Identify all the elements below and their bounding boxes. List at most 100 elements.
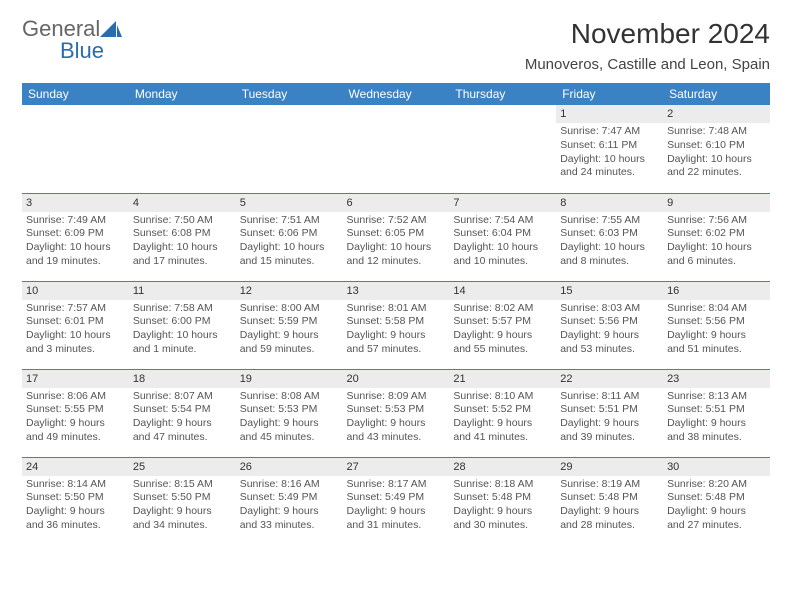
daylight-line: Daylight: 9 hours <box>26 417 125 431</box>
calendar-day-cell: 30 Sunrise: 8:20 AMSunset: 5:48 PMDayligh… <box>663 457 770 545</box>
day-number: 28 <box>449 458 556 476</box>
sunset-line: Sunset: 6:04 PM <box>453 227 552 241</box>
daylight-line: Daylight: 9 hours <box>453 417 552 431</box>
daylight-line: and 53 minutes. <box>560 343 659 357</box>
sunset-line: Sunset: 6:01 PM <box>26 315 125 329</box>
day-details: Sunrise: 8:04 AMSunset: 5:56 PMDaylight:… <box>663 302 770 361</box>
day-details: Sunrise: 7:49 AMSunset: 6:09 PMDaylight:… <box>22 214 129 273</box>
daylight-line: Daylight: 10 hours <box>347 241 446 255</box>
empty-day <box>22 105 129 123</box>
day-details: Sunrise: 8:07 AMSunset: 5:54 PMDaylight:… <box>129 390 236 449</box>
calendar-day-cell: 10Sunrise: 7:57 AMSunset: 6:01 PMDayligh… <box>22 281 129 369</box>
day-number: 17 <box>22 370 129 388</box>
day-number: 4 <box>129 194 236 212</box>
calendar-table: SundayMondayTuesdayWednesdayThursdayFrid… <box>22 83 770 545</box>
day-details: Sunrise: 7:47 AMSunset: 6:11 PMDaylight:… <box>556 125 663 184</box>
sunset-line: Sunset: 5:56 PM <box>560 315 659 329</box>
calendar-day-cell: 21 Sunrise: 8:10 AMSunset: 5:52 PMDayligh… <box>449 369 556 457</box>
day-details: Sunrise: 8:09 AMSunset: 5:53 PMDaylight:… <box>343 390 450 449</box>
daylight-line: Daylight: 9 hours <box>26 505 125 519</box>
sunrise-line: Sunrise: 8:10 AM <box>453 390 552 404</box>
day-number: 16 <box>663 282 770 300</box>
daylight-line: and 27 minutes. <box>667 519 766 533</box>
daylight-line: and 51 minutes. <box>667 343 766 357</box>
daylight-line: Daylight: 10 hours <box>26 241 125 255</box>
calendar-day-cell: 20Sunrise: 8:09 AMSunset: 5:53 PMDayligh… <box>343 369 450 457</box>
sunset-line: Sunset: 5:55 PM <box>26 403 125 417</box>
daylight-line: Daylight: 10 hours <box>453 241 552 255</box>
daylight-line: and 43 minutes. <box>347 431 446 445</box>
day-number: 13 <box>343 282 450 300</box>
day-details: Sunrise: 8:03 AMSunset: 5:56 PMDaylight:… <box>556 302 663 361</box>
day-details: Sunrise: 8:02 AMSunset: 5:57 PMDaylight:… <box>449 302 556 361</box>
calendar-day-cell: 23Sunrise: 8:13 AMSunset: 5:51 PMDayligh… <box>663 369 770 457</box>
brand-logo: General Blue <box>22 18 122 62</box>
day-number: 25 <box>129 458 236 476</box>
day-details: Sunrise: 8:20 AMSunset: 5:48 PMDaylight:… <box>663 478 770 537</box>
calendar-day-cell <box>22 105 129 193</box>
sunrise-line: Sunrise: 8:20 AM <box>667 478 766 492</box>
sunrise-line: Sunrise: 8:00 AM <box>240 302 339 316</box>
daylight-line: Daylight: 9 hours <box>560 329 659 343</box>
day-details: Sunrise: 8:14 AMSunset: 5:50 PMDaylight:… <box>22 478 129 537</box>
sunset-line: Sunset: 5:56 PM <box>667 315 766 329</box>
daylight-line: Daylight: 9 hours <box>240 505 339 519</box>
calendar-week-row: 24 Sunrise: 8:14 AMSunset: 5:50 PMDayligh… <box>22 457 770 545</box>
empty-day <box>129 105 236 123</box>
day-details: Sunrise: 8:08 AMSunset: 5:53 PMDaylight:… <box>236 390 343 449</box>
calendar-week-row: 3Sunrise: 7:49 AMSunset: 6:09 PMDaylight… <box>22 193 770 281</box>
day-details: Sunrise: 8:10 AMSunset: 5:52 PMDaylight:… <box>449 390 556 449</box>
day-number: 2 <box>663 105 770 123</box>
sunrise-line: Sunrise: 7:48 AM <box>667 125 766 139</box>
empty-day <box>236 105 343 123</box>
sunset-line: Sunset: 5:58 PM <box>347 315 446 329</box>
brand-text: General Blue <box>22 18 122 62</box>
sunset-line: Sunset: 6:02 PM <box>667 227 766 241</box>
sunset-line: Sunset: 5:49 PM <box>347 491 446 505</box>
day-number: 7 <box>449 194 556 212</box>
daylight-line: and 49 minutes. <box>26 431 125 445</box>
daylight-line: Daylight: 9 hours <box>133 505 232 519</box>
day-number: 26 <box>236 458 343 476</box>
daylight-line: Daylight: 9 hours <box>240 329 339 343</box>
sunrise-line: Sunrise: 7:56 AM <box>667 214 766 228</box>
calendar-day-cell: 12Sunrise: 8:00 AMSunset: 5:59 PMDayligh… <box>236 281 343 369</box>
day-details: Sunrise: 8:15 AMSunset: 5:50 PMDaylight:… <box>129 478 236 537</box>
calendar-day-cell: 18 Sunrise: 8:07 AMSunset: 5:54 PMDayligh… <box>129 369 236 457</box>
day-details: Sunrise: 8:17 AMSunset: 5:49 PMDaylight:… <box>343 478 450 537</box>
calendar-day-cell: 26Sunrise: 8:16 AMSunset: 5:49 PMDayligh… <box>236 457 343 545</box>
day-number: 9 <box>663 194 770 212</box>
daylight-line: Daylight: 9 hours <box>453 505 552 519</box>
daylight-line: Daylight: 9 hours <box>667 329 766 343</box>
day-number: 8 <box>556 194 663 212</box>
day-number: 24 <box>22 458 129 476</box>
calendar-day-cell: 9 Sunrise: 7:56 AMSunset: 6:02 PMDaylight… <box>663 193 770 281</box>
day-number: 30 <box>663 458 770 476</box>
header-bar: General Blue November 2024 Munoveros, Ca… <box>22 18 770 73</box>
calendar-day-cell: 28Sunrise: 8:18 AMSunset: 5:48 PMDayligh… <box>449 457 556 545</box>
day-details: Sunrise: 7:52 AMSunset: 6:05 PMDaylight:… <box>343 214 450 273</box>
day-details: Sunrise: 8:13 AMSunset: 5:51 PMDaylight:… <box>663 390 770 449</box>
calendar-day-cell: 19Sunrise: 8:08 AMSunset: 5:53 PMDayligh… <box>236 369 343 457</box>
day-number: 1 <box>556 105 663 123</box>
brand-blue: Blue <box>60 38 104 63</box>
daylight-line: and 47 minutes. <box>133 431 232 445</box>
daylight-line: and 24 minutes. <box>560 166 659 180</box>
day-number: 15 <box>556 282 663 300</box>
day-number: 21 <box>449 370 556 388</box>
daylight-line: and 33 minutes. <box>240 519 339 533</box>
daylight-line: and 57 minutes. <box>347 343 446 357</box>
sunrise-line: Sunrise: 8:09 AM <box>347 390 446 404</box>
calendar-day-cell: 29Sunrise: 8:19 AMSunset: 5:48 PMDayligh… <box>556 457 663 545</box>
title-block: November 2024 Munoveros, Castille and Le… <box>525 18 770 73</box>
sunrise-line: Sunrise: 8:07 AM <box>133 390 232 404</box>
daylight-line: Daylight: 9 hours <box>240 417 339 431</box>
daylight-line: and 41 minutes. <box>453 431 552 445</box>
day-details: Sunrise: 8:00 AMSunset: 5:59 PMDaylight:… <box>236 302 343 361</box>
calendar-day-cell <box>343 105 450 193</box>
day-details: Sunrise: 7:56 AMSunset: 6:02 PMDaylight:… <box>663 214 770 273</box>
day-number: 18 <box>129 370 236 388</box>
calendar-page: General Blue November 2024 Munoveros, Ca… <box>0 0 792 555</box>
day-number: 29 <box>556 458 663 476</box>
calendar-body: 1 Sunrise: 7:47 AMSunset: 6:11 PMDaylight… <box>22 105 770 545</box>
